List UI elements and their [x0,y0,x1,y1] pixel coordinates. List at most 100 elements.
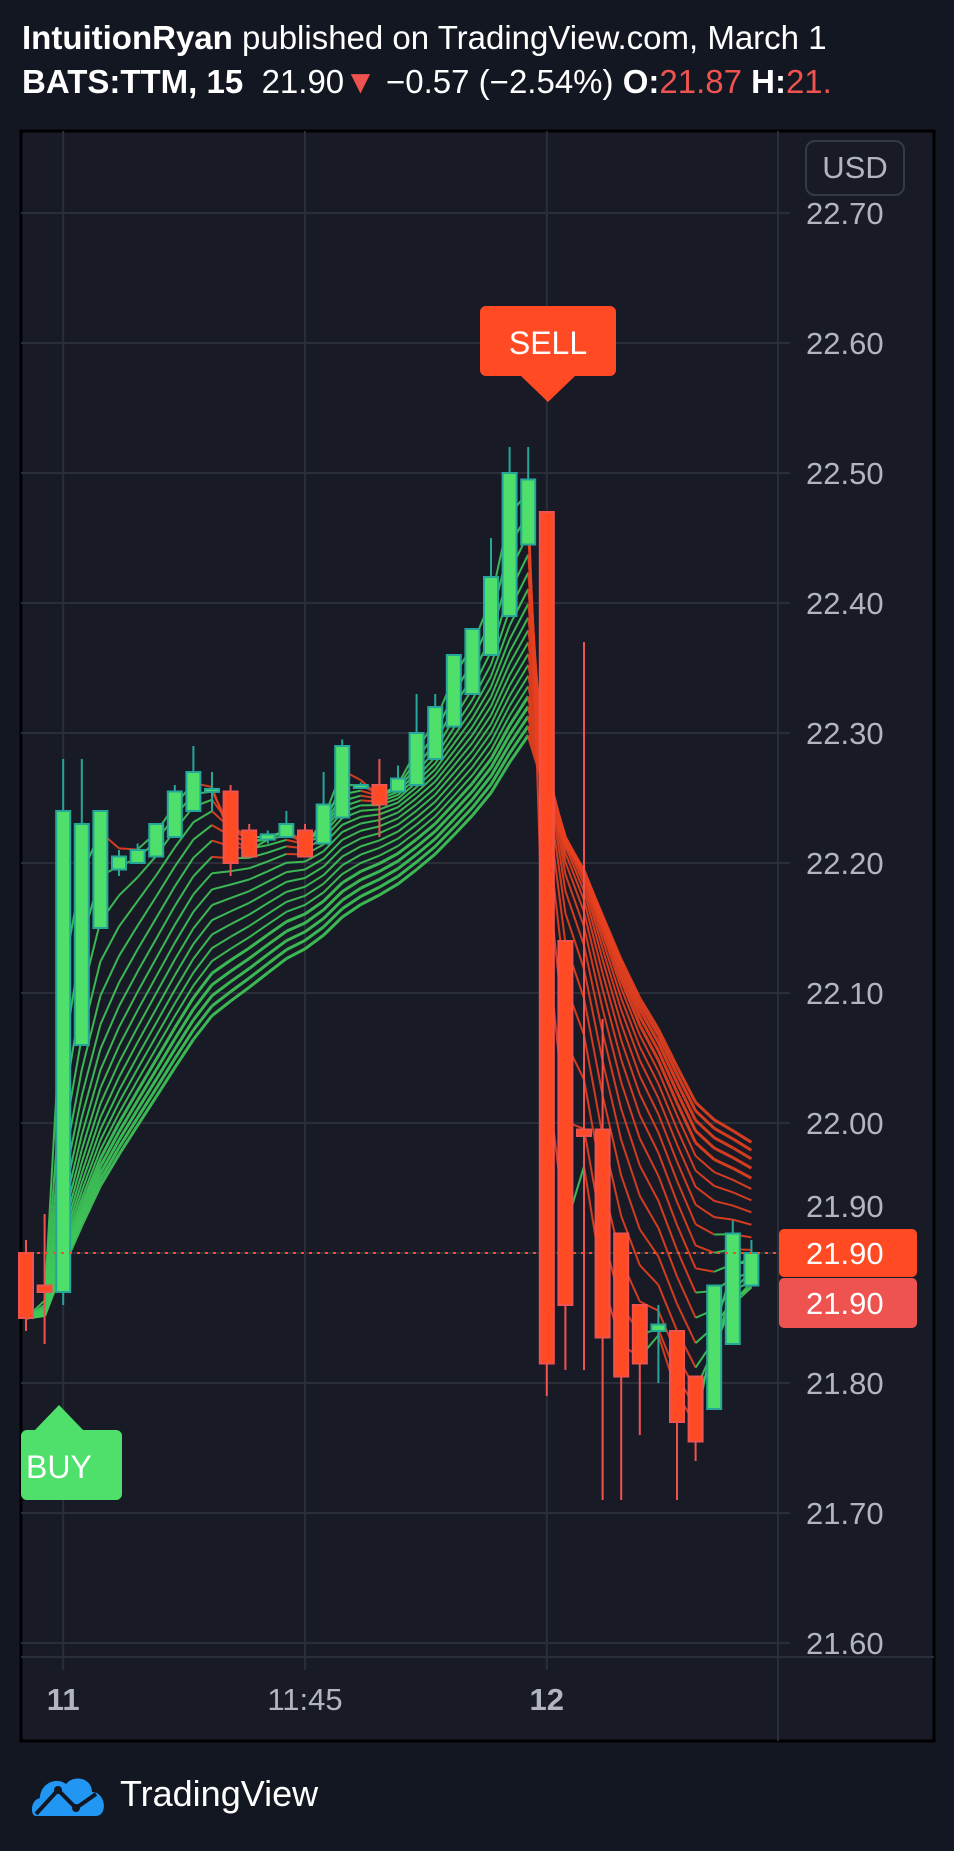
ribbon-segment [471,723,492,752]
ribbon-segment [118,1009,139,1047]
ribbon-segment [304,925,325,942]
ribbon-segment [713,1171,734,1181]
ribbon-segment [248,953,269,970]
ribbon-segment [155,885,176,919]
y-tick-label: 21.60 [806,1626,884,1661]
ribbon-segment [341,822,362,833]
ribbon-segment [638,1046,660,1085]
ribbon-segment [452,798,474,821]
ribbon-segment [136,855,157,878]
ribbon-segment [471,766,493,793]
ribbon-segment [620,1059,641,1116]
y-tick-label: 22.70 [806,196,884,231]
ribbon-segment [211,897,231,907]
ribbon-segment [322,907,344,928]
candle-body [520,478,537,546]
ribbon-segment [229,976,251,993]
y-tick-label: 22.10 [806,976,884,1011]
ribbon-segment [675,1066,697,1104]
ribbon-segment [397,803,418,820]
ribbon-segment [248,891,269,904]
ribbon-segment [397,845,418,863]
ribbon-segment [248,971,269,989]
ribbon-segment [601,1008,623,1083]
last-price: 21.90 [261,63,345,100]
down-arrow-icon: ▼ [344,63,377,100]
ribbon-segment [230,867,250,873]
ribbon-segment [230,925,250,938]
ribbon-segment [657,1041,679,1084]
ribbon-segment [453,734,474,760]
ribbon-segment [192,947,213,974]
ribbon-segment [229,946,251,962]
ribbon-segment [192,872,213,895]
ribbon-segment [564,874,585,928]
ribbon-segment [453,758,474,782]
tradingview-logo[interactable]: TradingView [30,1770,318,1818]
ribbon-segment [601,915,623,961]
ribbon-segment [379,806,399,816]
ribbon-segment [638,1002,660,1037]
candle-body [576,1128,592,1137]
ribbon-segment [248,860,269,870]
ribbon-segment [267,880,287,894]
sell-label-box [480,306,616,376]
ribbon-segment [80,1172,102,1217]
tradingview-cloud-icon [31,1778,104,1816]
ribbon-segment [508,685,530,717]
ribbon-segment [99,1062,120,1105]
ribbon-segment [676,1276,697,1319]
ribbon-segment [657,1284,678,1332]
ribbon-segment [564,861,585,913]
ribbon-segment [675,1091,697,1132]
ribbon-segment [657,1097,678,1145]
ribbon-segment [415,774,436,794]
candle-body [669,1330,685,1423]
close-price-tag: 21.90 [779,1278,917,1328]
ribbon-segment [415,787,436,805]
ribbon-segment [192,839,213,859]
ribbon-segment [155,905,176,940]
ribbon-segment [80,1149,102,1199]
ribbon-segment [379,817,399,828]
x-tick-label: 12 [530,1682,564,1717]
ribbon-segment [341,878,362,893]
ribbon-segment [267,845,287,854]
ribbon-segment [154,1057,177,1090]
ribbon-segment [620,1039,641,1095]
ribbon-segment [285,930,306,943]
ribbon-segment [80,1129,102,1183]
open-value: 21.87 [659,63,742,100]
ribbon-segment [489,752,511,786]
ribbon-segment [397,853,418,870]
ribbon-segment [434,826,455,848]
ribbon-segment [657,1028,679,1068]
ribbon-segment [360,813,380,818]
ribbon-segment [583,899,604,974]
ribbon-segment [341,895,362,911]
ribbon-segment [155,846,176,876]
author-name[interactable]: IntuitionRyan [22,19,233,56]
candle-body [148,823,165,858]
ribbon-segment [601,972,623,1041]
currency-button[interactable]: USD [805,140,905,196]
ribbon-segment [118,1079,139,1114]
ribbon-segment [490,639,511,688]
ribbon-segment [675,1102,697,1144]
last-price-label: 21.90 [806,1236,884,1271]
ribbon-segment [341,862,362,875]
ribbon-segment [583,968,604,1062]
ribbon-segment [638,1195,660,1229]
ribbon-segment [192,810,213,824]
x-tick-label: 11:45 [267,1682,342,1717]
ribbon-segment [286,876,306,883]
ribbon-segment [173,972,195,1005]
ribbon-segment [360,870,381,882]
ribbon-segment [564,846,585,892]
ribbon-segment [211,999,232,1017]
currency-label[interactable]: USD [822,150,887,185]
ribbon-segment [211,923,232,936]
ribbon-segment [657,1200,678,1251]
ribbon-segment [620,1023,641,1077]
